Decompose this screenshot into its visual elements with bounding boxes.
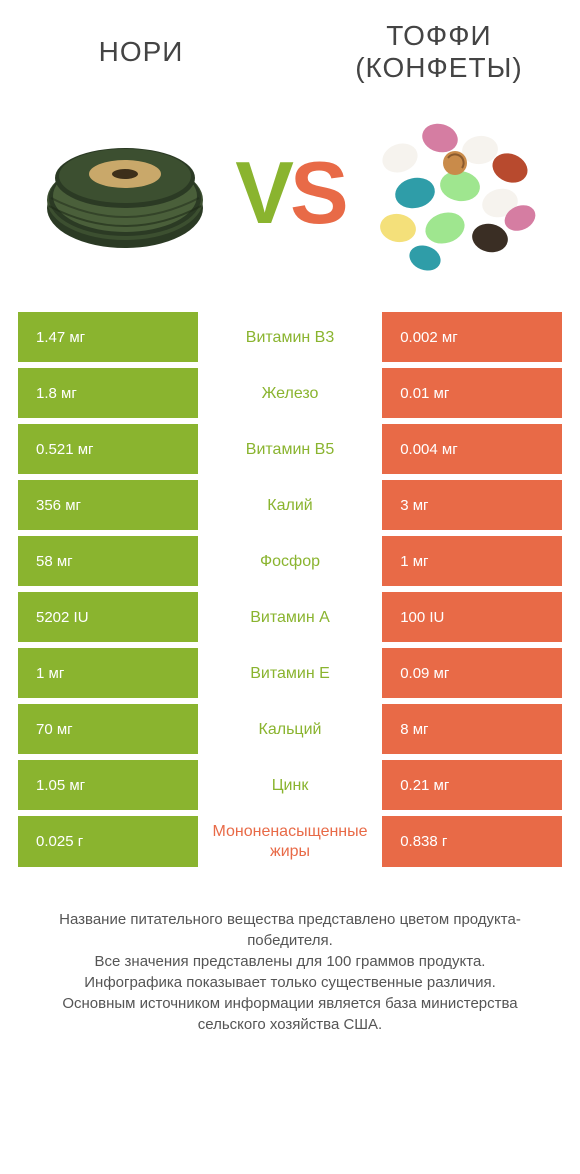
nutrient-label: Мононенасыщенные жиры bbox=[206, 816, 374, 866]
nutrient-label: Железо bbox=[206, 368, 374, 418]
comparison-row: 70 мгКальций8 мг bbox=[18, 704, 562, 754]
nutrient-label: Витамин E bbox=[206, 648, 374, 698]
right-value-cell: 100 IU bbox=[382, 592, 562, 642]
vs-s: S bbox=[290, 149, 345, 237]
left-product-title: НОРИ bbox=[24, 36, 258, 68]
image-row: VS bbox=[10, 98, 570, 288]
right-value-cell: 1 мг bbox=[382, 536, 562, 586]
comparison-row: 1.47 мгВитамин B30.002 мг bbox=[18, 312, 562, 362]
nutrient-label: Витамин B3 bbox=[206, 312, 374, 362]
left-value-cell: 0.025 г bbox=[18, 816, 198, 866]
nutrient-label: Витамин A bbox=[206, 592, 374, 642]
nutrient-label: Цинк bbox=[206, 760, 374, 810]
right-value-cell: 0.09 мг bbox=[382, 648, 562, 698]
nutrient-label: Витамин B5 bbox=[206, 424, 374, 474]
footer-line-3: Инфографика показывает только существенн… bbox=[28, 972, 552, 993]
left-value-cell: 0.521 мг bbox=[18, 424, 198, 474]
left-value-cell: 1.47 мг bbox=[18, 312, 198, 362]
right-value-cell: 0.002 мг bbox=[382, 312, 562, 362]
left-value-cell: 1.8 мг bbox=[18, 368, 198, 418]
title-row: НОРИ ТОФФИ (КОНФЕТЫ) bbox=[10, 20, 570, 84]
left-value-cell: 356 мг bbox=[18, 480, 198, 530]
footer-line-2: Все значения представлены для 100 граммо… bbox=[28, 951, 552, 972]
nori-icon bbox=[35, 128, 215, 258]
right-product-image bbox=[354, 108, 556, 278]
right-value-cell: 0.21 мг bbox=[382, 760, 562, 810]
left-value-cell: 58 мг bbox=[18, 536, 198, 586]
nutrient-label: Фосфор bbox=[206, 536, 374, 586]
comparison-table: 1.47 мгВитамин B30.002 мг1.8 мгЖелезо0.0… bbox=[10, 312, 570, 866]
comparison-row: 1 мгВитамин E0.09 мг bbox=[18, 648, 562, 698]
comparison-row: 58 мгФосфор1 мг bbox=[18, 536, 562, 586]
left-product-image bbox=[24, 128, 226, 258]
taffy-icon bbox=[360, 108, 550, 278]
left-value-cell: 1 мг bbox=[18, 648, 198, 698]
right-value-cell: 0.01 мг bbox=[382, 368, 562, 418]
vs-v: V bbox=[235, 149, 290, 237]
footer-notes: Название питательного вещества представл… bbox=[10, 873, 570, 1045]
comparison-row: 0.025 гМононенасыщенные жиры0.838 г bbox=[18, 816, 562, 866]
footer-line-1: Название питательного вещества представл… bbox=[28, 909, 552, 951]
comparison-row: 1.05 мгЦинк0.21 мг bbox=[18, 760, 562, 810]
right-value-cell: 0.004 мг bbox=[382, 424, 562, 474]
right-value-cell: 3 мг bbox=[382, 480, 562, 530]
comparison-row: 1.8 мгЖелезо0.01 мг bbox=[18, 368, 562, 418]
footer-line-4: Основным источником информации является … bbox=[28, 993, 552, 1035]
comparison-row: 356 мгКалий3 мг bbox=[18, 480, 562, 530]
right-product-title: ТОФФИ (КОНФЕТЫ) bbox=[322, 20, 556, 84]
left-value-cell: 70 мг bbox=[18, 704, 198, 754]
left-value-cell: 5202 IU bbox=[18, 592, 198, 642]
vs-label: VS bbox=[235, 149, 344, 237]
comparison-row: 0.521 мгВитамин B50.004 мг bbox=[18, 424, 562, 474]
right-value-cell: 8 мг bbox=[382, 704, 562, 754]
left-value-cell: 1.05 мг bbox=[18, 760, 198, 810]
comparison-row: 5202 IUВитамин A100 IU bbox=[18, 592, 562, 642]
nutrient-label: Кальций bbox=[206, 704, 374, 754]
right-value-cell: 0.838 г bbox=[382, 816, 562, 866]
nutrient-label: Калий bbox=[206, 480, 374, 530]
infographic-container: НОРИ ТОФФИ (КОНФЕТЫ) VS bbox=[0, 0, 580, 1055]
